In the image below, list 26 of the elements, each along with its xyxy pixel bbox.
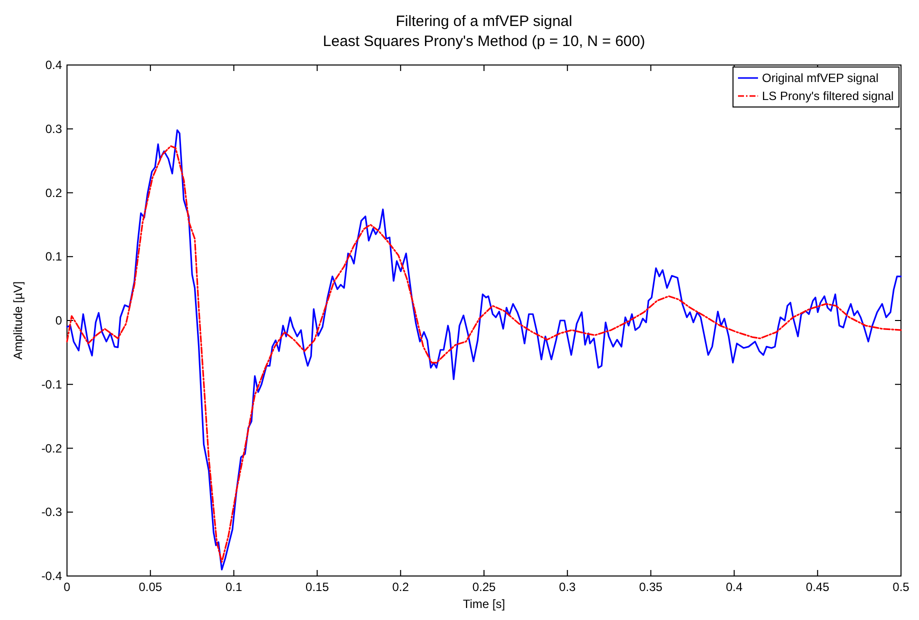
y-tick-label: -0.1	[41, 377, 62, 392]
x-tick-label: 0.5	[892, 580, 910, 594]
chart-title: Filtering of a mfVEP signal	[396, 13, 572, 30]
x-tick-label: 0.05	[138, 580, 162, 594]
x-tick-label: 0.35	[639, 580, 663, 594]
legend-label: LS Prony's filtered signal	[762, 89, 894, 103]
y-tick-label: -0.2	[41, 441, 62, 456]
x-tick-label: 0.25	[472, 580, 496, 594]
y-tick-label: -0.4	[41, 569, 62, 583]
y-tick-label: 0.1	[45, 250, 62, 264]
x-tick-label: 0.45	[806, 580, 830, 594]
x-tick-label: 0.2	[392, 580, 410, 594]
y-tick-label: 0	[55, 314, 62, 328]
x-tick-label: 0.3	[559, 580, 576, 594]
y-tick-label: 0.2	[45, 186, 62, 200]
y-tick-label: 0.4	[45, 58, 62, 72]
x-tick-label: 0.15	[306, 580, 330, 594]
y-tick-label: -0.3	[41, 505, 62, 520]
x-tick-label: 0.1	[225, 580, 242, 594]
legend-label: Original mfVEP signal	[762, 71, 878, 85]
y-tick-label: 0.3	[45, 122, 62, 136]
x-tick-label: 0.4	[726, 580, 743, 594]
chart-subtitle: Least Squares Prony's Method (p = 10, N = 600)	[322, 33, 646, 50]
x-axis-title: Time [s]	[462, 597, 506, 611]
y-axis-title: Amplitude [µV]	[11, 281, 25, 360]
x-tick-label: 0	[64, 580, 71, 594]
